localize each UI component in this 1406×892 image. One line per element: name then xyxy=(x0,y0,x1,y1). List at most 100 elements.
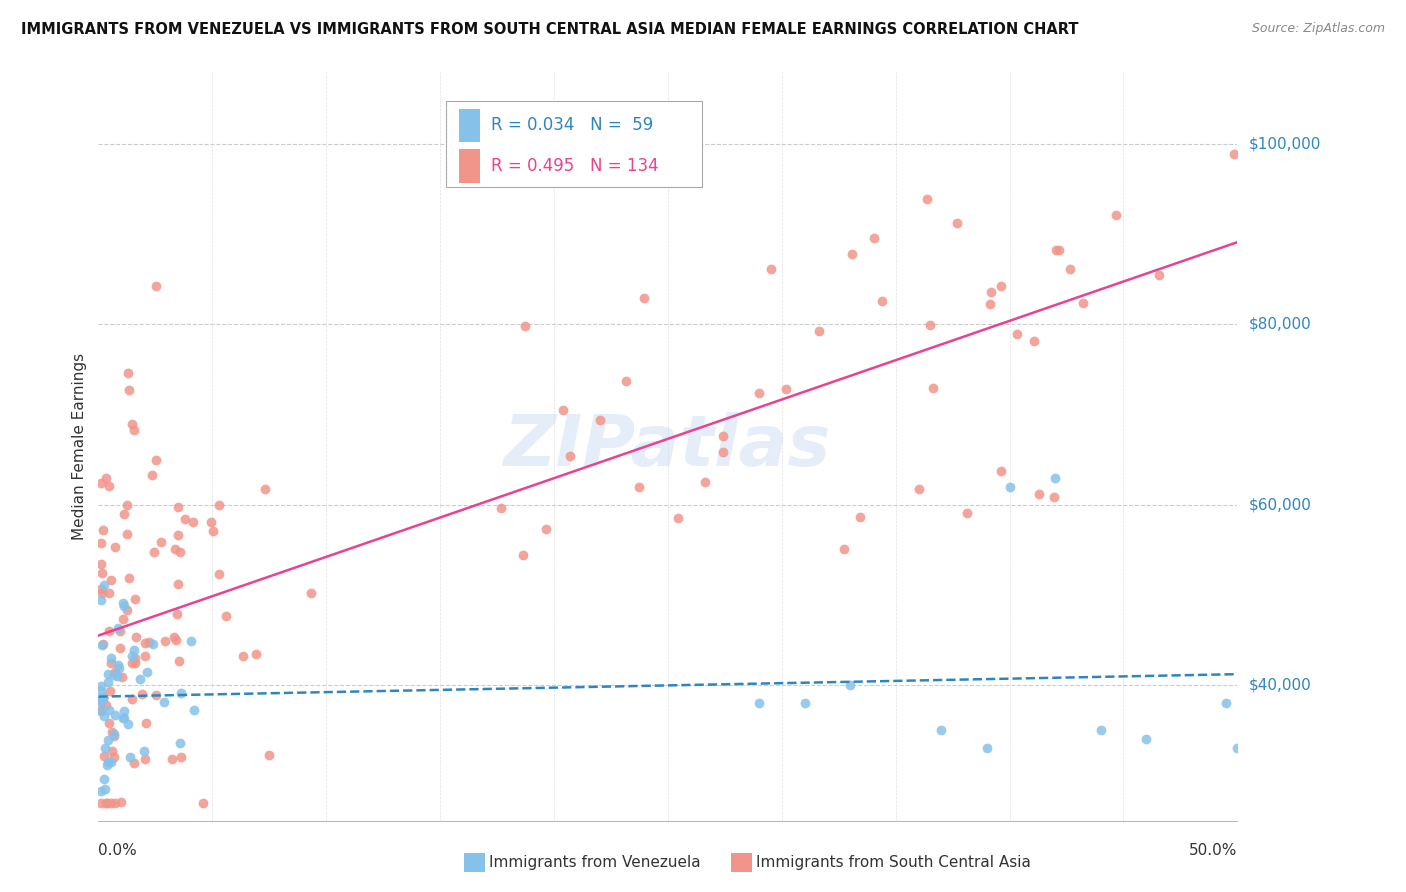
Point xyxy=(759,261,782,276)
Point xyxy=(183,703,205,717)
Point xyxy=(513,319,536,334)
Point xyxy=(97,703,120,717)
Point xyxy=(162,630,184,644)
Point xyxy=(1105,208,1128,222)
Text: 0.0%: 0.0% xyxy=(98,843,138,858)
Point xyxy=(118,571,141,585)
Point xyxy=(138,635,160,649)
Point xyxy=(1090,723,1112,738)
Point xyxy=(121,417,143,431)
Point xyxy=(1135,732,1157,747)
Point xyxy=(93,772,115,786)
Point xyxy=(105,669,128,683)
Point xyxy=(112,704,135,718)
Point xyxy=(491,500,513,515)
Point xyxy=(793,696,815,710)
Point xyxy=(112,508,135,522)
Point xyxy=(775,383,797,397)
Point xyxy=(96,471,118,485)
Point xyxy=(115,498,138,512)
Point xyxy=(693,475,716,489)
Text: R = 0.034   N =  59: R = 0.034 N = 59 xyxy=(491,117,654,135)
Point xyxy=(121,648,143,663)
Point xyxy=(1045,243,1067,257)
Point xyxy=(1022,334,1045,348)
Point xyxy=(97,479,120,493)
Point xyxy=(180,633,202,648)
Text: IMMIGRANTS FROM VENEZUELA VS IMMIGRANTS FROM SOUTH CENTRAL ASIA MEDIAN FEMALE EA: IMMIGRANTS FROM VENEZUELA VS IMMIGRANTS … xyxy=(21,22,1078,37)
Point xyxy=(104,796,127,810)
Point xyxy=(110,795,132,809)
Point xyxy=(90,704,112,718)
Point xyxy=(90,694,112,708)
Point xyxy=(956,507,979,521)
Point xyxy=(100,796,122,810)
Point xyxy=(711,445,734,459)
Point xyxy=(103,540,125,554)
Point xyxy=(117,603,139,617)
Point xyxy=(100,573,122,587)
Point xyxy=(908,482,931,496)
Point xyxy=(90,796,112,810)
Point xyxy=(560,449,582,463)
Point xyxy=(91,690,114,705)
Point xyxy=(117,717,139,731)
Point xyxy=(98,715,121,730)
Text: ZIPatlas: ZIPatlas xyxy=(505,411,831,481)
Point xyxy=(108,624,131,639)
Text: R = 0.495   N = 134: R = 0.495 N = 134 xyxy=(491,157,659,175)
Point xyxy=(124,656,146,670)
Point xyxy=(167,527,190,541)
Point xyxy=(215,609,238,624)
Point xyxy=(96,796,118,810)
Point xyxy=(155,633,177,648)
Point xyxy=(201,524,224,538)
Point xyxy=(91,690,114,705)
Point xyxy=(100,725,122,739)
Point xyxy=(91,638,114,652)
Point xyxy=(91,566,114,581)
Point xyxy=(104,665,127,679)
Point xyxy=(141,467,163,482)
Point xyxy=(174,512,197,526)
Point xyxy=(121,657,143,671)
Point xyxy=(666,511,689,525)
Point xyxy=(90,558,112,572)
Point xyxy=(921,381,943,395)
Point xyxy=(1226,741,1249,756)
Point xyxy=(135,715,157,730)
Point xyxy=(91,523,114,537)
Point xyxy=(711,429,734,443)
Point xyxy=(118,750,141,764)
Point xyxy=(208,498,231,512)
Point xyxy=(98,684,121,698)
Point xyxy=(245,647,267,661)
Point xyxy=(1149,268,1171,282)
Point xyxy=(170,750,193,764)
Point xyxy=(747,386,769,401)
FancyBboxPatch shape xyxy=(446,102,702,187)
Point xyxy=(103,729,125,743)
Point xyxy=(1043,470,1066,484)
Point xyxy=(929,723,952,738)
Point xyxy=(1059,261,1081,276)
Point xyxy=(91,586,114,600)
Text: $40,000: $40,000 xyxy=(1249,678,1312,693)
Point xyxy=(167,577,190,591)
Text: 50.0%: 50.0% xyxy=(1189,843,1237,858)
Text: Immigrants from South Central Asia: Immigrants from South Central Asia xyxy=(756,855,1032,870)
Text: $100,000: $100,000 xyxy=(1249,136,1320,151)
Point xyxy=(169,545,191,559)
Point xyxy=(132,744,155,758)
Point xyxy=(90,535,112,549)
Point xyxy=(115,526,138,541)
Point xyxy=(979,297,1001,311)
Point xyxy=(553,402,575,417)
Y-axis label: Median Female Earnings: Median Female Earnings xyxy=(72,352,87,540)
Point xyxy=(90,684,112,698)
Point xyxy=(90,592,112,607)
Point xyxy=(111,670,134,684)
Point xyxy=(990,279,1012,293)
Point xyxy=(614,374,637,388)
Point xyxy=(299,586,322,600)
